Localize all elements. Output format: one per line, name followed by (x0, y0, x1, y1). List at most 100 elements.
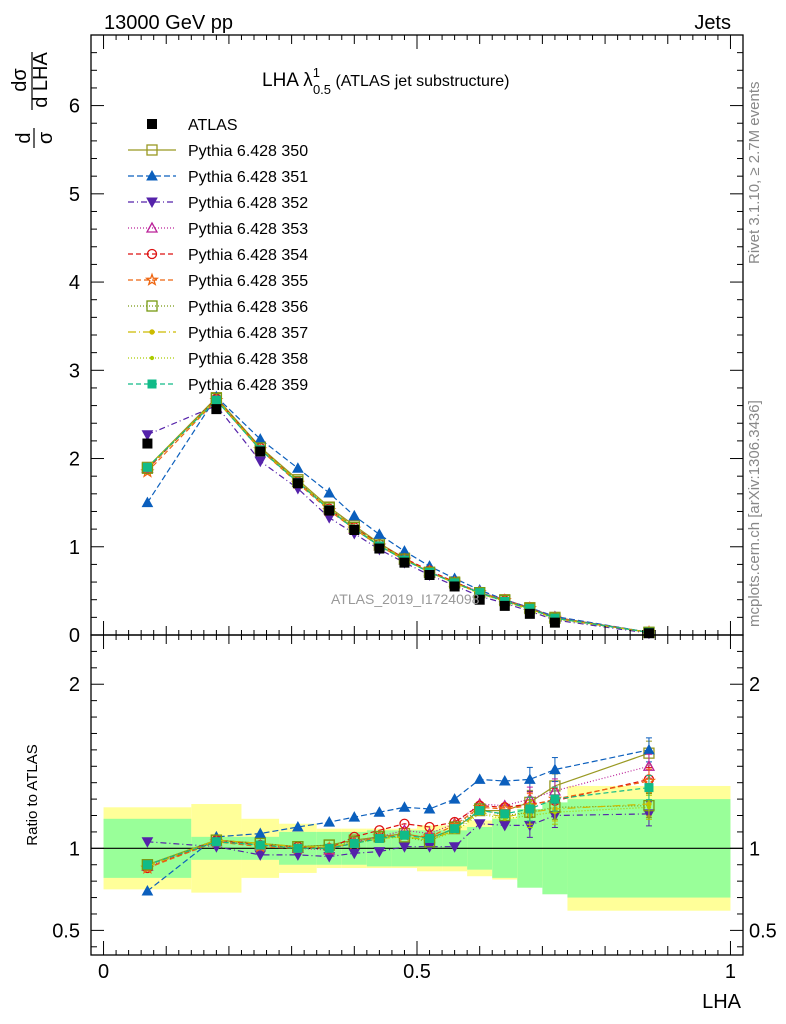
series-point-main (141, 430, 154, 441)
legend-entry: Pythia 6.428 357 (128, 325, 308, 342)
series-point-ratio (373, 806, 386, 817)
series-line-main (147, 398, 650, 633)
series-point-main (254, 456, 267, 468)
series-point-ratio (349, 838, 359, 848)
atlas-point (374, 543, 385, 554)
series-line-ratio (147, 813, 649, 858)
legend-marker (146, 248, 158, 260)
x-axis-label: LHA (702, 991, 742, 1013)
y-tick-label: 4 (69, 272, 80, 294)
series-point-ratio (425, 833, 435, 843)
legend-marker (146, 144, 158, 156)
series-point-main (141, 496, 154, 508)
legend-entry: Pythia 6.428 350 (128, 143, 308, 160)
header-right: Jets (694, 12, 731, 34)
legend-entry-atlas: ATLAS (147, 117, 238, 134)
legend-label: Pythia 6.428 352 (188, 195, 308, 212)
ratio-tick-label: 1 (69, 838, 80, 860)
series-point-ratio (500, 809, 510, 819)
series-point-main (373, 528, 386, 539)
x-tick-label: 0 (98, 961, 109, 983)
y-tick-label: 2 (69, 449, 80, 471)
series-point-main (348, 509, 361, 521)
atlas-point (549, 617, 560, 628)
ratio-y-label: Ratio to ATLAS (24, 744, 41, 845)
ratio-tick-label: 0.5 (52, 920, 80, 942)
legend-marker (146, 197, 158, 209)
legend: ATLAS Pythia 6.428 350 Pythia 6.428 351 Pyt… (128, 117, 308, 394)
y-label-num: dσ (9, 68, 31, 92)
chart-title: LHA λ1 0.5 (ATLAS jet substructure) (262, 65, 509, 97)
series-point-ratio (255, 840, 265, 850)
series-point-ratio (324, 843, 334, 853)
legend-entry: Pythia 6.428 359 (128, 377, 308, 394)
series-point-ratio (399, 830, 409, 840)
rivet-label: Rivet 3.1.10, ≥ 2.7M events (746, 82, 763, 265)
series-line-ratio (147, 787, 650, 866)
series-point-ratio (323, 816, 336, 827)
series-point-main (211, 395, 221, 405)
legend-marker (149, 355, 155, 361)
y-tick-label: 6 (69, 96, 80, 118)
series-point-ratio (423, 802, 436, 814)
atlas-point (255, 446, 266, 457)
y-label-den: d LHA (30, 52, 52, 108)
atlas-point (399, 557, 410, 568)
ratio-tick-label-right: 1 (749, 838, 760, 860)
series-point-ratio (292, 820, 304, 832)
series-point-ratio (254, 827, 267, 839)
series-point-ratio (473, 819, 486, 830)
atlas-point (424, 570, 435, 580)
y-tick-label: 0 (69, 625, 80, 647)
legend-marker (146, 300, 158, 312)
atlas-point (324, 505, 335, 516)
atlas-point (292, 478, 303, 489)
series-point-ratio (348, 811, 361, 822)
legend-marker (147, 379, 157, 389)
atlas-point (643, 628, 654, 639)
atlas-point (474, 594, 485, 605)
legend-label: Pythia 6.428 351 (188, 169, 308, 186)
y-axis-label: d σ dσ d LHA (9, 52, 57, 148)
legend-marker (145, 221, 159, 233)
legend-label: Pythia 6.428 353 (188, 221, 308, 238)
series-line-ratio (147, 780, 650, 869)
legend-marker (147, 119, 157, 129)
series-point-main (142, 462, 152, 472)
legend-entry: Pythia 6.428 352 (128, 195, 308, 212)
atlas-point (349, 525, 360, 535)
series-point-ratio (498, 775, 511, 786)
header-left: 13000 GeV pp (104, 12, 233, 34)
series-point-ratio (450, 824, 460, 834)
x-tick-label: 0.5 (403, 961, 431, 983)
series-line-main (146, 397, 650, 633)
atlas-point (211, 404, 222, 415)
series-point-main (323, 486, 336, 498)
y-tick-label: 3 (69, 360, 80, 382)
series-point-ratio (141, 884, 154, 896)
atlas-point (524, 608, 535, 619)
legend-label: Pythia 6.428 358 (188, 351, 308, 368)
ratio-tick-label-right: 0.5 (749, 920, 777, 942)
x-tick-label: 1 (725, 961, 736, 983)
series-point-ratio (373, 847, 386, 858)
series-point-ratio (293, 843, 303, 853)
series-point-ratio (142, 860, 152, 870)
series-point-ratio (475, 806, 485, 816)
atlas-data-points (142, 404, 654, 639)
series-point-ratio (398, 842, 411, 853)
axis-ticks: 0 1 2 3 4 5 6 0 0.5 1 0.5 0.5 1 1 2 2 (52, 34, 777, 983)
legend-entry: Pythia 6.428 356 (128, 299, 308, 316)
series-line-ratio (147, 805, 649, 866)
series-point-ratio (473, 773, 486, 784)
series-point-ratio (448, 842, 461, 853)
series-point-ratio (448, 793, 461, 804)
legend-marker (144, 272, 160, 286)
legend-entry: Pythia 6.428 358 (128, 351, 308, 368)
series-point-ratio (348, 848, 361, 860)
y-label-pre-den: σ (35, 131, 57, 144)
legend-label: Pythia 6.428 356 (188, 299, 308, 316)
legend-label: ATLAS (188, 117, 238, 134)
series-line-main (147, 404, 650, 634)
